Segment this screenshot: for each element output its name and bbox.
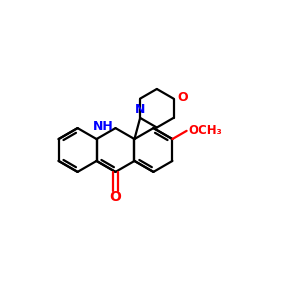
Text: OCH₃: OCH₃ <box>188 124 222 137</box>
Text: O: O <box>178 91 188 104</box>
Text: O: O <box>110 190 122 204</box>
Text: NH: NH <box>93 120 114 133</box>
Text: N: N <box>135 103 145 116</box>
